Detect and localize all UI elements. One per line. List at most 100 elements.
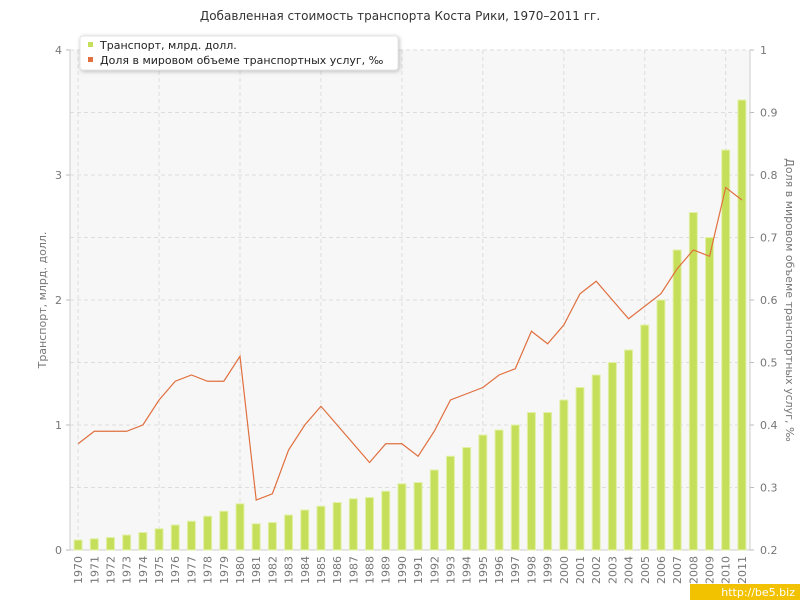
x-tick-label: 1985	[315, 556, 328, 584]
bar	[105, 537, 115, 551]
legend-marker	[88, 42, 93, 47]
y-tick-label: 2	[55, 294, 62, 307]
bar	[138, 532, 148, 551]
bar	[203, 515, 213, 551]
x-tick-label: 1986	[331, 556, 344, 584]
bar	[462, 447, 472, 551]
y-axis-label: Транспорт, млрд. долл.	[36, 232, 49, 370]
x-tick-label: 1980	[234, 556, 247, 584]
y2-tick-label: 0.7	[760, 232, 778, 245]
bar	[89, 538, 99, 551]
x-tick-label: 1989	[380, 556, 393, 584]
bar	[494, 429, 504, 551]
x-tick-label: 1994	[461, 556, 474, 584]
bar	[251, 523, 261, 551]
x-tick-label: 2010	[720, 556, 733, 584]
x-tick-label: 1991	[412, 556, 425, 584]
bar	[672, 249, 682, 551]
legend-marker	[88, 57, 93, 62]
x-tick-label: 2004	[623, 556, 636, 584]
bar	[381, 490, 391, 551]
x-tick-label: 1993	[444, 556, 457, 584]
y2-tick-label: 1	[760, 44, 767, 57]
x-tick-label: 1998	[525, 556, 538, 584]
y2-tick-label: 0.2	[760, 544, 778, 557]
bar	[154, 528, 164, 551]
chart-title: Добавленная стоимость транспорта Коста Р…	[200, 9, 600, 23]
x-tick-label: 1975	[153, 556, 166, 584]
bar	[656, 299, 666, 551]
y2-axis-label: Доля в мировом объеме транспортных услуг…	[783, 158, 796, 442]
x-tick-label: 1999	[542, 556, 555, 584]
bar	[348, 498, 358, 551]
x-tick-label: 2006	[655, 556, 668, 584]
bar	[721, 149, 731, 551]
line	[77, 186, 743, 501]
x-tick-label: 1982	[266, 556, 279, 584]
bar	[559, 399, 569, 551]
watermark-bg	[690, 584, 800, 600]
legend-label: Транспорт, млрд. долл.	[99, 39, 237, 52]
x-tick-label: 2001	[574, 556, 587, 584]
bar	[413, 482, 423, 551]
bar	[300, 509, 310, 551]
bar	[591, 374, 601, 551]
bar	[705, 237, 715, 551]
x-tick-label: 2009	[704, 556, 717, 584]
x-tick-label: 1971	[88, 556, 101, 584]
x-tick-label: 1988	[364, 556, 377, 584]
y2-tick-label: 0.6	[760, 294, 778, 307]
bar	[737, 99, 747, 551]
x-tick-label: 2003	[606, 556, 619, 584]
bar	[365, 497, 375, 551]
bar	[510, 424, 520, 551]
x-tick-label: 1995	[477, 556, 490, 584]
x-tick-label: 2008	[687, 556, 700, 584]
y-tick-label: 0	[55, 544, 62, 557]
x-tick-label: 1983	[283, 556, 296, 584]
bar	[235, 503, 245, 551]
bar	[73, 539, 83, 551]
y-tick-label: 1	[55, 419, 62, 432]
bar	[267, 522, 277, 551]
x-tick-label: 1973	[121, 556, 134, 584]
y2-tick-label: 0.8	[760, 169, 778, 182]
x-tick-label: 2002	[590, 556, 603, 584]
bar	[332, 502, 342, 551]
x-tick-label: 2011	[736, 556, 749, 584]
x-tick-label: 1978	[202, 556, 215, 584]
y2-tick-label: 0.3	[760, 482, 778, 495]
x-tick-label: 2005	[639, 556, 652, 584]
bar	[688, 212, 698, 551]
bar	[543, 412, 553, 551]
bar	[526, 412, 536, 551]
y-tick-label: 3	[55, 169, 62, 182]
x-tick-label: 1979	[218, 556, 231, 584]
x-tick-label: 1981	[250, 556, 263, 584]
x-tick-label: 2007	[671, 556, 684, 584]
x-tick-label: 1997	[509, 556, 522, 584]
bar	[575, 387, 585, 551]
y2-tick-label: 0.5	[760, 357, 778, 370]
bar	[397, 483, 407, 551]
bar	[429, 469, 439, 551]
x-tick-label: 1984	[299, 556, 312, 584]
bar	[316, 505, 326, 551]
x-tick-label: 1992	[428, 556, 441, 584]
x-tick-label: 1987	[347, 556, 360, 584]
bar	[122, 534, 132, 551]
x-tick-label: 1972	[104, 556, 117, 584]
y2-tick-label: 0.9	[760, 107, 778, 120]
bar	[607, 362, 617, 551]
bar	[445, 455, 455, 551]
bar	[284, 514, 294, 551]
legend-box	[79, 35, 399, 71]
bar	[186, 520, 196, 551]
legend-label: Доля в мировом объеме транспортных услуг…	[100, 54, 384, 67]
x-tick-label: 1977	[185, 556, 198, 584]
bar	[478, 434, 488, 551]
watermark: http://be5.biz	[721, 586, 795, 599]
bar	[640, 324, 650, 551]
x-tick-label: 1996	[493, 556, 506, 584]
